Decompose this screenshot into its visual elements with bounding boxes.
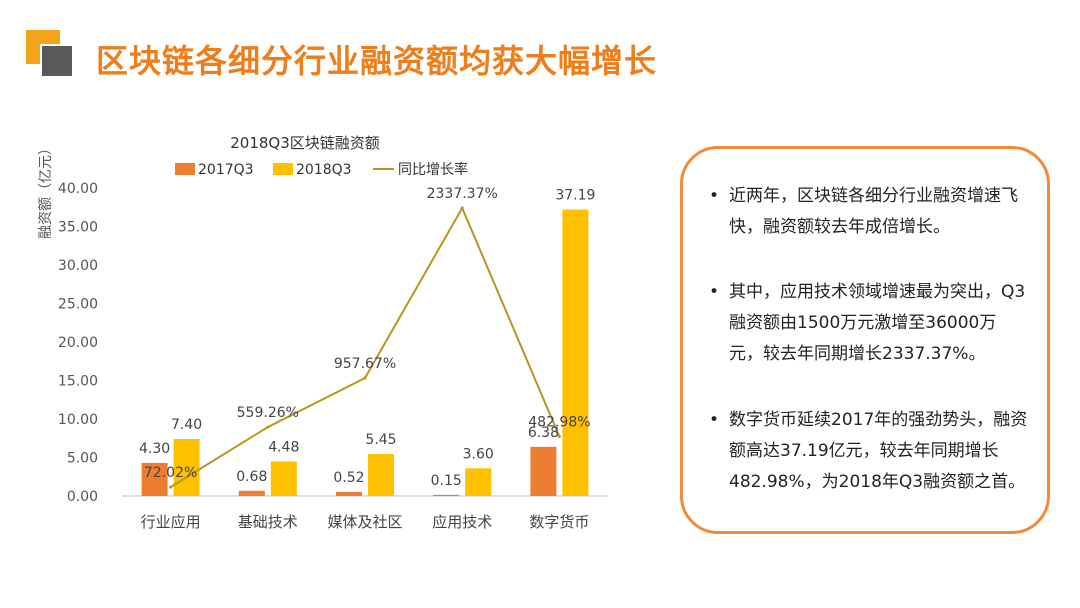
y-tick-label: 40.00 <box>58 181 98 197</box>
bullet-icon: • <box>709 282 720 302</box>
note-item: • 近两年，区块链各细分行业融资增速飞快，融资额较去年成倍增长。 <box>709 181 1029 243</box>
bar-value-label: 0.52 <box>333 470 364 486</box>
growth-value-label: 72.02% <box>144 465 197 481</box>
bar-2017q3 <box>433 494 460 496</box>
x-tick-label: 应用技术 <box>432 513 492 531</box>
legend-label-2018q3: 2018Q3 <box>296 162 352 178</box>
x-tick-label: 媒体及社区 <box>327 513 402 531</box>
chart-title: 2018Q3区块链融资额 <box>230 134 380 152</box>
bar-2018q3 <box>270 461 297 496</box>
y-tick-label: 15.00 <box>58 374 98 390</box>
legend: 2017Q3 2018Q3 同比增长率 <box>175 161 468 178</box>
bar-value-label: 3.60 <box>463 446 494 462</box>
y-axis-label: 融资额（亿元） <box>38 141 54 239</box>
bar-2018q3 <box>368 454 394 496</box>
bar-2017q3 <box>238 490 265 496</box>
bullet-icon: • <box>709 186 720 206</box>
note-text: 其中，应用技术领域增速最为突出，Q3 融资额由1500万元激增至36000万元，… <box>729 282 1026 364</box>
x-tick-label: 数字货币 <box>529 513 589 531</box>
bar-2017q3 <box>336 491 362 496</box>
y-tick-label: 35.00 <box>58 220 98 236</box>
logo-gray-square <box>40 44 74 78</box>
bar-value-label: 37.19 <box>555 188 595 204</box>
bullet-icon: • <box>709 410 720 430</box>
growth-point <box>266 425 270 429</box>
growth-labels: 72.02% 559.26% 957.67% 2337.37% 482.98% <box>144 186 591 481</box>
note-item: • 数字货币延续2017年的强劲势头，融资额高达37.19亿元，较去年同期增长4… <box>709 405 1029 498</box>
growth-point <box>169 485 173 489</box>
bar-labels: 4.307.40 0.684.48 0.52 5.45 0.153.60 6.38 37.1… <box>139 188 595 489</box>
note-item: • 其中，应用技术领域增速最为突出，Q3 融资额由1500万元激增至36000万… <box>709 277 1029 370</box>
bar-value-label: 0.68 <box>236 469 267 485</box>
x-tick-label: 行业应用 <box>141 513 201 531</box>
legend-label-2017q3: 2017Q3 <box>198 162 254 178</box>
bar-2017q3 <box>141 462 168 496</box>
notes-box: • 近两年，区块链各细分行业融资增速飞快，融资额较去年成倍增长。 • 其中，应用… <box>680 146 1050 534</box>
x-axis-labels: 行业应用 基础技术 媒体及社区 应用技术 数字货币 <box>141 513 590 531</box>
x-tick-label: 基础技术 <box>238 513 298 531</box>
bar-value-label: 4.48 <box>268 440 299 456</box>
legend-label-growth: 同比增长率 <box>398 161 468 178</box>
growth-line <box>169 205 561 489</box>
growth-value-label: 559.26% <box>237 405 299 421</box>
y-axis-ticks: 0.00 5.00 10.00 15.00 20.00 25.00 30.00 35.00 40… <box>58 181 98 505</box>
bar-2018q3 <box>562 209 589 496</box>
logo-mark <box>26 30 76 80</box>
page-title: 区块链各细分行业融资额均获大幅增长 <box>96 42 658 80</box>
bar-value-label: 7.40 <box>171 417 202 433</box>
legend-swatch-2018q3 <box>273 163 293 175</box>
legend-swatch-2017q3 <box>175 163 195 175</box>
growth-value-label: 482.98% <box>528 414 590 430</box>
bar-value-label: 0.15 <box>431 473 462 489</box>
growth-value-label: 957.67% <box>334 356 396 372</box>
bar-2017q3 <box>530 446 557 496</box>
bar-2018q3 <box>173 439 200 496</box>
y-tick-label: 5.00 <box>67 451 98 467</box>
y-tick-label: 25.00 <box>58 297 98 313</box>
y-tick-label: 10.00 <box>58 412 98 428</box>
y-tick-label: 30.00 <box>58 258 98 274</box>
bar-2018q3 <box>465 468 492 496</box>
chart: 2018Q3区块链融资额 2017Q3 2018Q3 同比增长率 融资额（亿元）… <box>38 134 608 531</box>
y-tick-label: 20.00 <box>58 335 98 351</box>
growth-value-label: 2337.37% <box>427 186 498 202</box>
growth-point <box>557 434 561 438</box>
bar-value-label: 5.45 <box>365 432 396 448</box>
note-text: 数字货币延续2017年的强劲势头，融资额高达37.19亿元，较去年同期增长482… <box>729 410 1028 492</box>
bars <box>141 209 589 496</box>
note-text: 近两年，区块链各细分行业融资增速飞快，融资额较去年成倍增长。 <box>729 186 1018 237</box>
bar-value-label: 4.30 <box>139 441 170 457</box>
growth-point <box>460 206 464 210</box>
y-tick-label: 0.00 <box>67 489 98 505</box>
growth-point <box>363 376 367 380</box>
bar-value-label: 6.38 <box>528 425 559 441</box>
